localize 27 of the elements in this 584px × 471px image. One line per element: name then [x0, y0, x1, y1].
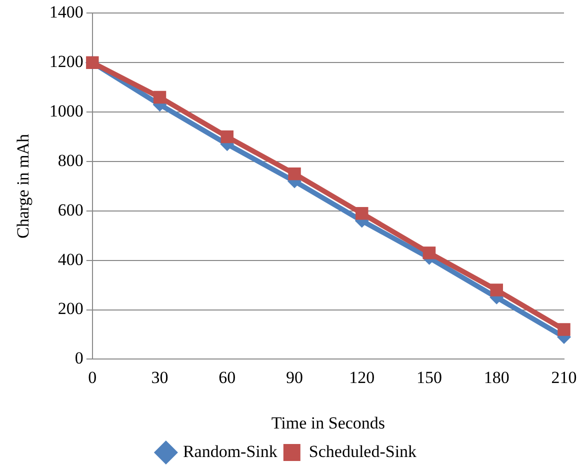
y-tick-label: 1200	[49, 52, 84, 72]
point	[220, 130, 234, 144]
y-tick-label: 600	[58, 200, 84, 220]
point	[490, 284, 503, 296]
x-tick-label: 210	[551, 368, 577, 387]
x-axis-title: Time in Seconds	[271, 413, 386, 432]
point	[356, 207, 368, 220]
point	[153, 90, 166, 104]
x-tick-label: 180	[484, 368, 510, 387]
y-tick-label: 1000	[49, 102, 84, 121]
y-axis-title: Charge in mAh	[14, 133, 33, 238]
y-tick-label: 200	[58, 299, 84, 318]
x-tick-label: 120	[349, 368, 375, 387]
y-tick-label: 1400	[49, 2, 84, 22]
y-tick-label: 800	[58, 150, 84, 170]
point	[558, 323, 570, 336]
x-tick-label: 150	[416, 368, 442, 387]
point	[288, 167, 301, 180]
legend-label: Random-Sink	[182, 442, 278, 461]
x-tick-label: 0	[88, 368, 97, 387]
x-tick-label: 90	[286, 368, 304, 387]
x-tick-label: 30	[151, 368, 168, 387]
y-tick-label: 0	[74, 348, 84, 368]
legend-label: Scheduled-Sink	[308, 442, 418, 461]
x-tick-label: 60	[218, 368, 236, 387]
y-tick-label: 400	[58, 250, 84, 269]
point	[422, 246, 436, 260]
